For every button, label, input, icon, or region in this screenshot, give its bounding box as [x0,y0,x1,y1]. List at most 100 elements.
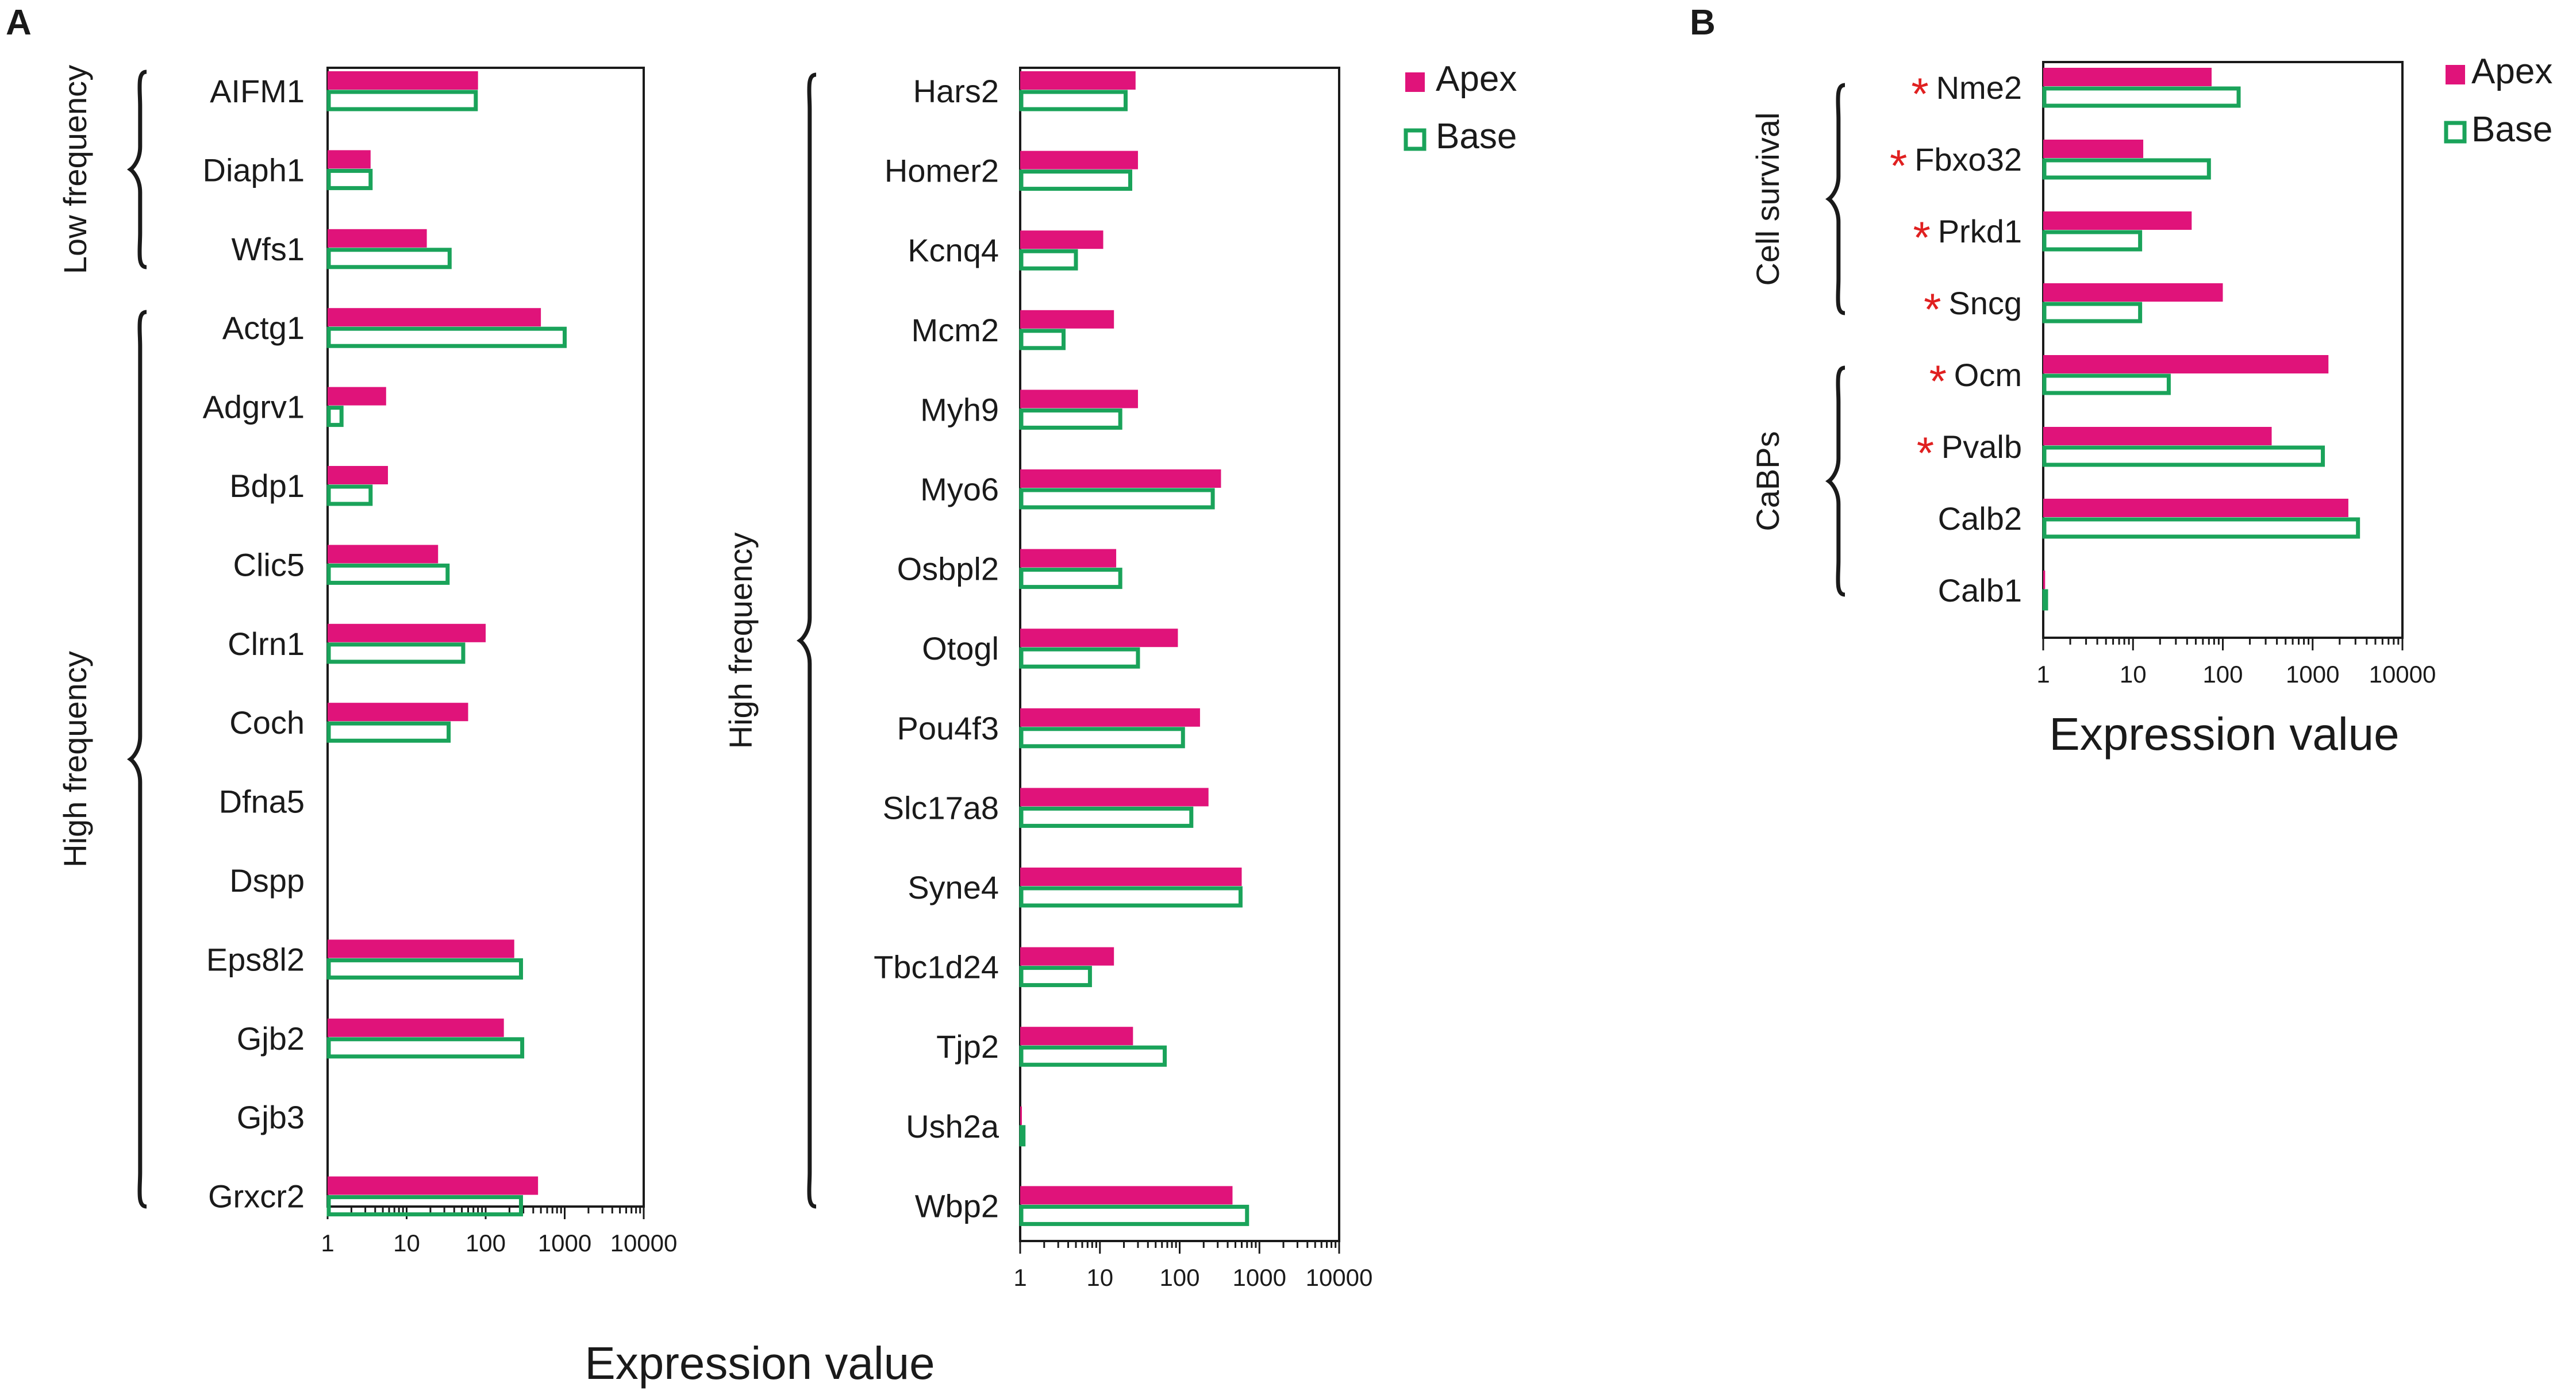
group-label: CaBPs [1750,431,1786,531]
bar-base [326,1037,525,1059]
x-axis-title-b: Expression value [2049,708,2399,760]
bar-apex [328,150,371,169]
category-label: Wfs1 [231,231,305,267]
bar-apex [1020,549,1117,568]
category-label: Pou4f3 [897,710,999,746]
bar-apex [2043,140,2144,158]
bar-apex [1020,151,1138,169]
bar-apex [1020,629,1178,648]
group-brace [796,72,817,1209]
x-tick-label: 100 [466,1230,506,1257]
bar-base [1019,886,1243,908]
legend-base-label-a: Base [1436,117,1517,156]
bar-base [2042,517,2360,539]
category-label: Dspp [229,862,305,899]
bar-apex [1020,1186,1233,1205]
legend-base-label-b: Base [2471,110,2552,149]
group-brace [1825,83,1846,315]
bar-base [326,958,523,980]
chart-b: 1 10 100 1000 10000Nme2*Fbxo32*Prkd1*Sncg*Oc… [1750,61,2436,688]
significance-asterisk: * [1929,356,1947,406]
bar-base [1019,1045,1167,1067]
bar-apex [328,229,427,248]
legend-base-swatch-a [1404,128,1427,151]
category-label: Eps8l2 [206,941,305,977]
bar-base [326,484,373,506]
bar-base [1019,1204,1249,1226]
bar-apex [2043,427,2272,445]
bar-base [2042,158,2211,180]
legend-apex-label-a: Apex [1436,59,1517,99]
x-tick-label: 10000 [610,1230,678,1257]
bar-base [1019,647,1140,669]
category-label: Fbxo32 [1914,141,2022,178]
group-label: High frequency [57,651,93,868]
bar-apex [2043,68,2212,86]
bar-base [1019,329,1066,350]
group-brace [1825,365,1846,597]
bar-base [1019,488,1215,510]
bar-base [1019,966,1092,988]
legend-apex-label-b: Apex [2471,52,2552,91]
bar-apex [1020,230,1104,249]
bar-apex [1020,1027,1133,1046]
x-tick-label: 1000 [1233,1264,1286,1291]
bar-apex [328,545,439,564]
category-label: Otogl [922,630,999,666]
x-tick-label: 10 [2120,661,2147,688]
category-label: Coch [229,704,305,741]
bar-apex [328,623,486,642]
bar-apex [328,308,541,327]
category-label: Tbc1d24 [874,949,999,985]
bar-base [1019,249,1078,271]
significance-asterisk: * [1911,68,1928,119]
x-tick-label: 1 [1013,1264,1026,1291]
category-label: Ocm [1954,357,2022,393]
x-tick-label: 1000 [2286,661,2339,688]
x-tick-label: 1 [2036,661,2050,688]
bar-base [1019,806,1194,828]
category-label: Osbpl2 [897,551,999,587]
bar-apex [1020,1106,1022,1125]
bar-base [1019,1125,1026,1147]
group-brace [126,70,147,269]
category-label: Dfna5 [219,784,305,820]
bar-base [326,721,451,743]
category-label: Calb1 [1938,572,2022,608]
significance-asterisk: * [1917,427,1934,478]
bar-base [1019,727,1185,749]
category-label: Diaph1 [203,152,305,188]
category-label: Slc17a8 [883,789,999,826]
category-label: Grxcr2 [208,1178,305,1215]
bar-apex [1020,71,1136,90]
bar-apex [1020,788,1209,807]
category-label: Wbp2 [915,1188,999,1224]
category-label: Tjp2 [936,1028,999,1065]
bar-base [1019,408,1122,430]
legend-base-swatch-b [2444,121,2467,144]
bar-apex [328,466,388,484]
category-label: Actg1 [222,310,305,346]
bar-apex [2043,211,2192,230]
x-tick-label: 10000 [2369,661,2436,688]
x-tick-label: 10 [393,1230,420,1257]
bar-apex [1020,469,1221,488]
category-label: Syne4 [908,869,999,905]
panel-label-a: A [6,3,32,43]
category-label: Calb2 [1938,500,2022,537]
bar-apex [2043,499,2348,517]
bar-base [2042,373,2171,395]
bar-base [1019,169,1133,191]
group-brace [126,310,147,1209]
bar-base [326,406,344,427]
panel-label-b: B [1690,3,1716,43]
bar-base [2042,230,2143,252]
category-label: Myh9 [920,391,999,427]
group-label: Low frequency [57,65,93,274]
bar-apex [328,387,386,406]
bar-base [326,248,452,269]
category-label: Sncg [1948,285,2022,321]
category-label: Myo6 [920,471,999,507]
bar-apex [2043,571,2046,589]
category-label: Kcnq4 [908,232,999,268]
